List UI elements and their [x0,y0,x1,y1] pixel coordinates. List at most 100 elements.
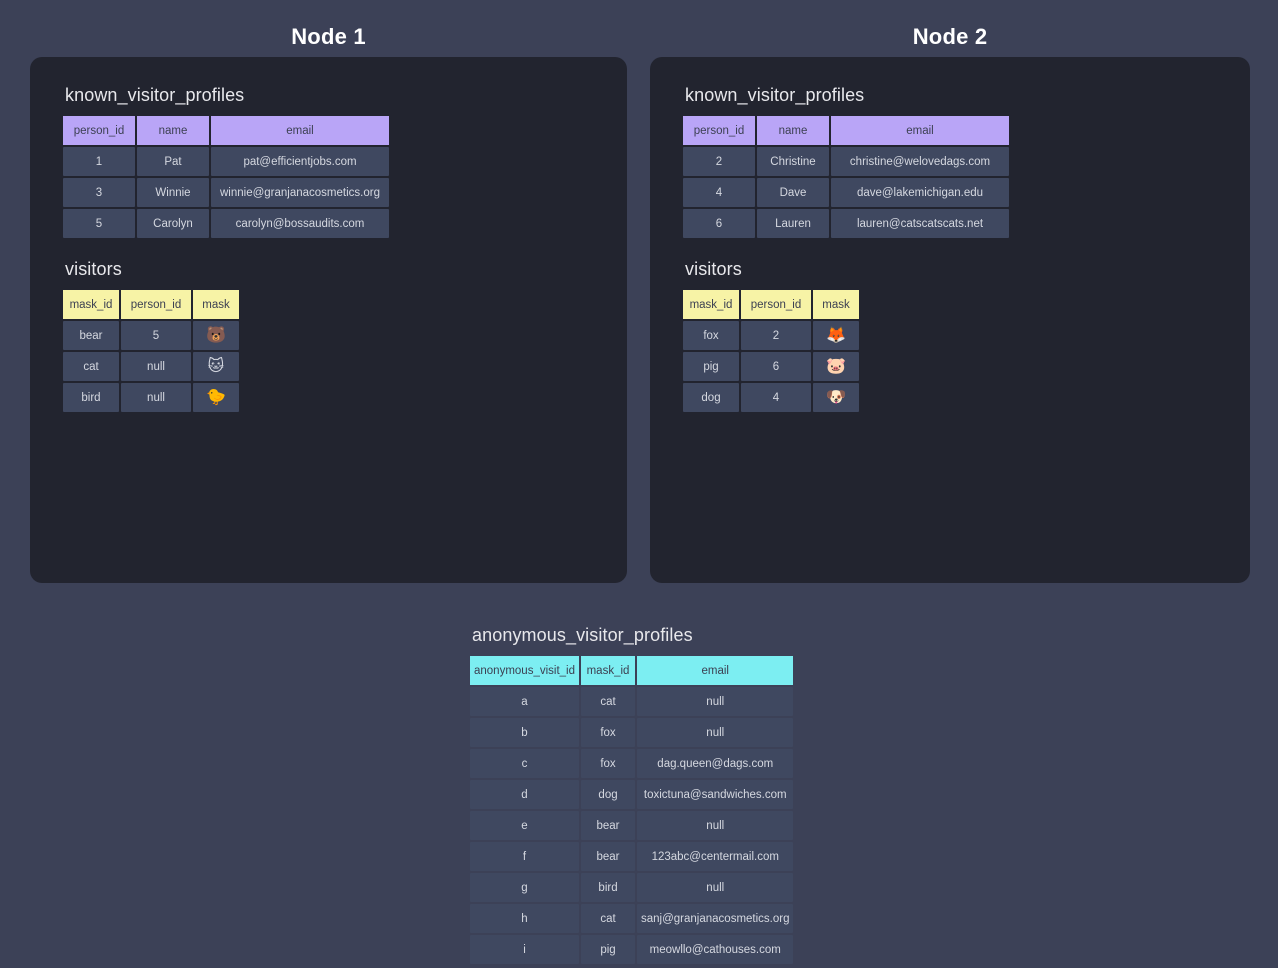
cell-name: Lauren [757,209,829,238]
cell-email: null [637,873,794,902]
table-row: h cat sanj@granjanacosmetics.org [470,904,794,933]
cell-person-id: 6 [683,209,755,238]
table-row: g bird null [470,873,794,902]
cell-mask-id: cat [581,687,636,716]
column-header-person-id: person_id [683,116,755,145]
table-row: i pig meowllo@cathouses.com [470,935,794,964]
cell-mask-id: fox [683,321,739,350]
table-header-row: person_id name email [63,116,389,145]
cell-email: null [637,718,794,747]
cell-anonymous-visit-id: b [470,718,580,747]
cell-mask-id: dog [581,780,636,809]
column-header-person-id: person_id [741,290,811,319]
cell-person-id: 4 [683,178,755,207]
pig-icon: 🐷 [813,352,859,381]
node-2-title: Node 2 [912,24,988,49]
table-header-row: person_id name email [683,116,1009,145]
bird-icon: 🐤 [193,383,239,412]
node-1-visitors-title: visitors [65,259,122,279]
cell-email: null [637,687,794,716]
bear-icon: 🐻 [193,321,239,350]
cell-anonymous-visit-id: h [470,904,580,933]
table-row: a cat null [470,687,794,716]
column-header-email: email [211,116,389,145]
table-row: d dog toxictuna@sandwiches.com [470,780,794,809]
cell-anonymous-visit-id: g [470,873,580,902]
cell-anonymous-visit-id: d [470,780,580,809]
column-header-mask: mask [193,290,239,319]
cell-email: sanj@granjanacosmetics.org [637,904,794,933]
cell-email: pat@efficientjobs.com [211,147,389,176]
column-header-name: name [757,116,829,145]
table-row: 4 Dave dave@lakemichigan.edu [683,178,1009,207]
cell-anonymous-visit-id: e [470,811,580,840]
table-row: 1 Pat pat@efficientjobs.com [63,147,389,176]
table-row: b fox null [470,718,794,747]
cell-email: null [637,811,794,840]
table-row: pig 6 🐷 [683,352,859,381]
table-row: dog 4 🐶 [683,383,859,412]
cell-person-id: 4 [741,383,811,412]
column-header-mask-id: mask_id [683,290,739,319]
cell-anonymous-visit-id: a [470,687,580,716]
column-header-mask: mask [813,290,859,319]
cat-icon: 🐱 [193,352,239,381]
cell-name: Pat [137,147,209,176]
cell-mask-id: pig [683,352,739,381]
cell-name: Carolyn [137,209,209,238]
table-header-row: mask_id person_id mask [63,290,239,319]
cell-person-id: 2 [741,321,811,350]
cell-email: toxictuna@sandwiches.com [637,780,794,809]
table-row: bird null 🐤 [63,383,239,412]
cell-email: winnie@granjanacosmetics.org [211,178,389,207]
cell-email: dag.queen@dags.com [637,749,794,778]
cell-email: lauren@catscatscats.net [831,209,1009,238]
node-1-known-visitor-profiles-table: person_id name email 1 Pat pat@efficient… [61,114,391,240]
cell-mask-id: bird [581,873,636,902]
dog-icon: 🐶 [813,383,859,412]
table-row: bear 5 🐻 [63,321,239,350]
anonymous-visitor-profiles-table: anonymous_visit_id mask_id email a cat n… [468,654,795,966]
column-header-person-id: person_id [63,116,135,145]
cell-mask-id: dog [683,383,739,412]
cell-mask-id: pig [581,935,636,964]
table-header-row: mask_id person_id mask [683,290,859,319]
node-2-panel: known_visitor_profiles person_id name em… [650,57,1250,583]
cell-name: Christine [757,147,829,176]
spacer [683,240,1250,259]
cell-mask-id: cat [63,352,119,381]
cell-mask-id: cat [581,904,636,933]
cell-mask-id: bear [63,321,119,350]
cell-email: carolyn@bossaudits.com [211,209,389,238]
cell-mask-id: fox [581,749,636,778]
cell-mask-id: bear [581,842,636,871]
node-2-known-visitor-profiles-table: person_id name email 2 Christine christi… [681,114,1011,240]
table-row: f bear 123abc@centermail.com [470,842,794,871]
cell-mask-id: bird [63,383,119,412]
node-1-visitors-table: mask_id person_id mask bear 5 🐻 cat null… [61,288,241,414]
cell-email: meowllo@cathouses.com [637,935,794,964]
node-2-visitors-title: visitors [685,259,742,279]
anonymous-visitor-profiles-section: anonymous_visitor_profiles anonymous_vis… [470,625,810,966]
table-row: fox 2 🦊 [683,321,859,350]
cell-person-id: 5 [63,209,135,238]
column-header-email: email [831,116,1009,145]
cell-anonymous-visit-id: f [470,842,580,871]
fox-icon: 🦊 [813,321,859,350]
table-row: c fox dag.queen@dags.com [470,749,794,778]
node-2-known-visitor-profiles-title: known_visitor_profiles [685,85,865,105]
column-header-mask-id: mask_id [581,656,636,685]
cell-email: 123abc@centermail.com [637,842,794,871]
cell-email: dave@lakemichigan.edu [831,178,1009,207]
table-row: 5 Carolyn carolyn@bossaudits.com [63,209,389,238]
column-header-anonymous-visit-id: anonymous_visit_id [470,656,580,685]
cell-email: christine@welovedags.com [831,147,1009,176]
anonymous-visitor-profiles-title: anonymous_visitor_profiles [472,625,693,645]
table-header-row: anonymous_visit_id mask_id email [470,656,794,685]
node-2-visitors-table: mask_id person_id mask fox 2 🦊 pig 6 🐷 d [681,288,861,414]
column-header-person-id: person_id [121,290,191,319]
column-header-email: email [637,656,794,685]
node-1-title: Node 1 [291,24,366,49]
column-header-mask-id: mask_id [63,290,119,319]
